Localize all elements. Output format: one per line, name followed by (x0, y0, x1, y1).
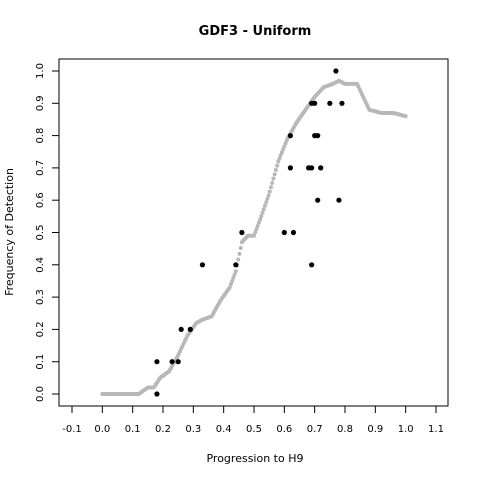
black-point (290, 229, 297, 236)
y-tick-label: 0.1 (35, 354, 46, 370)
black-point (233, 262, 239, 268)
gray-point (271, 176, 276, 181)
black-point (239, 229, 245, 236)
gray-point (252, 233, 256, 238)
x-tick-label: 0.5 (246, 424, 262, 435)
x-tick-label: -0.1 (62, 424, 82, 435)
gray-point (267, 189, 272, 194)
gray-point (278, 153, 283, 158)
gray-point (282, 144, 287, 149)
gray-point (265, 196, 270, 201)
gray-point (261, 207, 266, 212)
gray-point (253, 230, 258, 235)
y-tick-label: 0.0 (35, 386, 46, 402)
gray-point (270, 180, 275, 185)
y-tick-label: 0.5 (35, 225, 46, 241)
x-tick-label: 0.6 (276, 424, 292, 435)
y-axis: 0.0 0.1 0.2 0.3 0.4 0.5 0.6 0.7 0.8 0.9 1.0 (35, 63, 60, 402)
gray-point (264, 200, 269, 205)
gray-point (256, 220, 261, 225)
black-point (336, 197, 342, 203)
y-axis-label: Frequency of Detection (3, 168, 16, 296)
black-point (327, 100, 333, 106)
y-tick-label: 0.4 (35, 257, 46, 273)
x-tick-label: 0.4 (216, 424, 232, 435)
gray-point (268, 185, 273, 190)
y-tick-label: 0.2 (35, 321, 46, 337)
black-point (175, 359, 181, 365)
gray-point (228, 282, 233, 287)
x-tick-label: 1.1 (428, 424, 444, 435)
gray-point (262, 203, 267, 208)
black-point (309, 262, 315, 268)
black-point (281, 229, 287, 236)
black-point (169, 359, 175, 365)
y-tick-label: 0.8 (35, 128, 46, 144)
gray-point (258, 217, 263, 222)
gray-point (403, 114, 408, 119)
y-tick-label: 0.9 (35, 95, 46, 111)
gray-point (227, 285, 232, 290)
gray-point (266, 193, 271, 198)
gray-point (238, 246, 243, 250)
gray-point (273, 168, 278, 173)
gray-point (232, 272, 237, 277)
gray-point (281, 147, 286, 152)
black-point (187, 326, 193, 332)
black-point (312, 100, 318, 106)
x-tick-label: 0.7 (307, 424, 323, 435)
x-tick-label: 0.1 (125, 424, 141, 435)
x-tick-label: 1.0 (398, 424, 414, 435)
black-point (333, 68, 339, 74)
black-point (199, 262, 206, 268)
gray-point (230, 278, 235, 283)
chart-title: GDF3 - Uniform (199, 24, 312, 39)
gray-point (272, 172, 277, 177)
x-axis: -0.1 0.0 0.1 0.2 0.3 0.4 0.5 0.6 0.7 0.8 0.9 1.0 1.1 (62, 405, 444, 435)
gray-point (237, 251, 242, 256)
x-tick-label: 0.2 (155, 424, 171, 435)
black-point (178, 326, 184, 332)
black-point (339, 100, 345, 106)
gray-point (279, 150, 284, 155)
gray-point (283, 141, 288, 146)
gray-point (276, 159, 281, 164)
gray-point (254, 227, 259, 232)
black-point (318, 165, 324, 171)
gray-point (255, 224, 260, 229)
x-tick-label: 0.3 (185, 424, 201, 435)
x-tick-label: 0.8 (337, 424, 353, 435)
y-tick-label: 0.7 (35, 160, 46, 176)
gray-point (236, 257, 241, 262)
black-point (315, 133, 321, 139)
black-point (315, 197, 321, 203)
gray-point (275, 163, 280, 168)
gray-point (260, 210, 265, 215)
black-point (154, 391, 160, 397)
x-tick-label: 0.9 (367, 424, 383, 435)
gray-point (231, 275, 236, 280)
gray-point (233, 269, 238, 274)
y-tick-label: 1.0 (35, 63, 46, 79)
x-tick-label: 0.0 (94, 424, 110, 435)
black-point (287, 165, 293, 171)
y-tick-label: 0.6 (35, 192, 46, 208)
black-series (154, 68, 345, 397)
x-axis-label: Progression to H9 (206, 452, 303, 465)
y-tick-label: 0.3 (35, 289, 46, 305)
black-point (154, 359, 160, 365)
black-point (287, 133, 293, 139)
gray-point (259, 214, 264, 219)
black-point (309, 165, 315, 171)
gray-point (277, 156, 282, 161)
